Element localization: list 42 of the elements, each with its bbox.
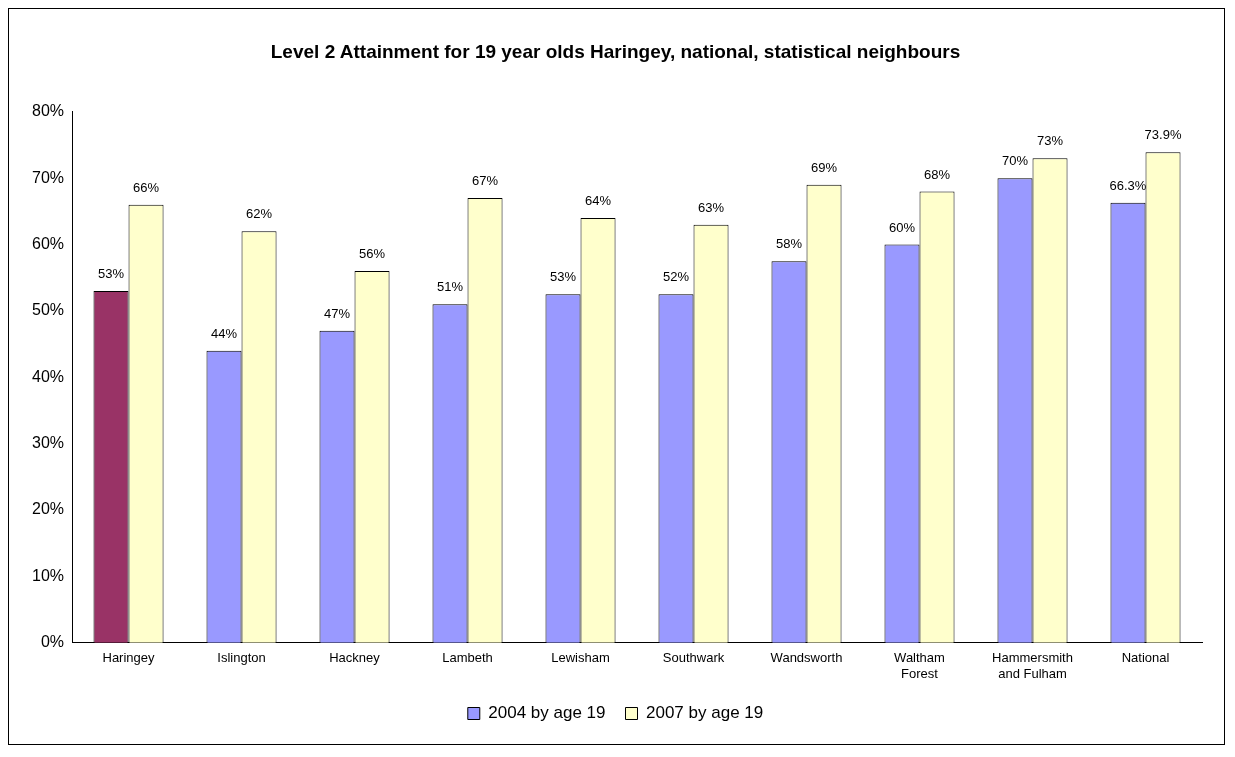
x-tick-label: Wandsworth <box>770 650 843 666</box>
legend-label: 2004 by age 19 <box>488 703 606 723</box>
y-tick-label: 40% <box>31 367 65 385</box>
data-label: 51% <box>436 279 464 295</box>
x-tick-label: Lewisham <box>551 650 610 666</box>
legend-label: 2007 by age 19 <box>646 703 764 723</box>
data-label: 47% <box>323 305 351 321</box>
data-label: 44% <box>210 325 238 341</box>
data-label: 68% <box>924 166 951 182</box>
data-label: 56% <box>359 246 386 262</box>
x-tick-label: Islington <box>217 650 266 666</box>
data-label: 64% <box>585 193 612 209</box>
data-label: 52% <box>662 269 690 285</box>
data-label: 66.3% <box>1109 177 1147 193</box>
y-tick-label: 80% <box>31 102 65 120</box>
x-tick-label: Haringey <box>102 650 156 666</box>
x-tick-label: Hammersmith and Fulham <box>992 650 1073 681</box>
data-label: 70% <box>1001 153 1029 169</box>
data-label: 66% <box>133 179 160 195</box>
data-label: 73.9% <box>1144 127 1182 143</box>
data-label: 73% <box>1037 133 1064 149</box>
data-label: 62% <box>246 206 273 222</box>
data-label: 53% <box>549 269 577 285</box>
data-label: 69% <box>811 159 838 175</box>
x-tick-label: Lambeth <box>442 650 493 666</box>
x-tick-label: Southwark <box>662 650 725 666</box>
y-tick-label: 60% <box>31 234 65 252</box>
y-tick-label: 10% <box>31 566 65 584</box>
y-tick-label: 20% <box>31 500 65 518</box>
y-tick-label: 30% <box>31 434 65 452</box>
data-label: 53% <box>97 266 125 282</box>
y-tick-label: 50% <box>31 301 65 319</box>
data-label: 63% <box>698 199 725 215</box>
data-label: 58% <box>775 236 803 252</box>
data-label: 67% <box>472 173 499 189</box>
data-label: 60% <box>888 219 916 235</box>
x-tick-label: Waltham Forest <box>894 650 945 681</box>
chart-title: Level 2 Attainment for 19 year olds Haringey, national, statistical neighbours <box>270 40 961 62</box>
y-tick-label: 0% <box>40 633 65 651</box>
x-tick-label: National <box>1121 650 1170 666</box>
x-tick-label: Hackney <box>329 650 381 666</box>
y-tick-label: 70% <box>31 168 65 186</box>
